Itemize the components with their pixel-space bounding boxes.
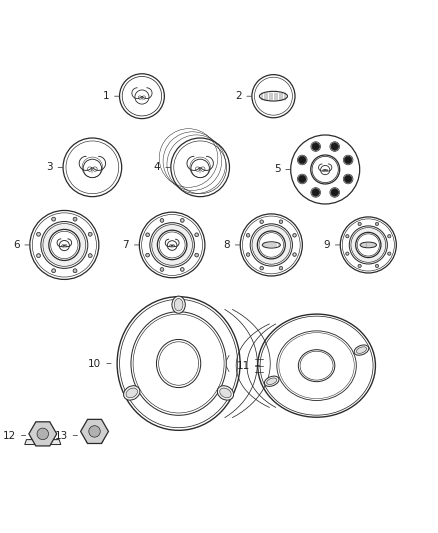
Text: 2: 2 (235, 91, 241, 101)
Text: 7: 7 (122, 240, 129, 250)
Circle shape (37, 232, 40, 236)
Circle shape (293, 233, 296, 237)
Circle shape (346, 252, 349, 255)
Ellipse shape (174, 298, 183, 311)
Circle shape (37, 254, 40, 257)
Circle shape (331, 189, 339, 196)
Circle shape (250, 224, 293, 266)
Circle shape (356, 232, 381, 257)
Text: 11: 11 (237, 361, 250, 370)
Circle shape (180, 219, 184, 222)
Circle shape (195, 253, 198, 257)
Circle shape (52, 217, 56, 221)
Circle shape (312, 189, 319, 196)
Ellipse shape (172, 296, 185, 313)
Circle shape (375, 222, 378, 225)
Circle shape (388, 252, 391, 255)
Circle shape (312, 143, 319, 150)
Polygon shape (25, 440, 61, 445)
Circle shape (246, 233, 250, 237)
Circle shape (88, 254, 92, 257)
Circle shape (41, 222, 88, 269)
Circle shape (180, 268, 184, 271)
Circle shape (160, 219, 164, 222)
Circle shape (349, 226, 387, 264)
Text: 3: 3 (46, 163, 53, 172)
Circle shape (37, 428, 49, 440)
Circle shape (311, 155, 340, 184)
Ellipse shape (357, 347, 367, 353)
Circle shape (52, 269, 56, 273)
Circle shape (195, 233, 198, 237)
Text: 9: 9 (323, 240, 330, 250)
Ellipse shape (267, 378, 277, 384)
Circle shape (260, 266, 263, 270)
Ellipse shape (354, 345, 369, 356)
Circle shape (160, 268, 164, 271)
Circle shape (146, 233, 149, 237)
Circle shape (331, 143, 339, 150)
Circle shape (375, 264, 378, 268)
Circle shape (73, 269, 77, 273)
Circle shape (388, 235, 391, 238)
Circle shape (73, 217, 77, 221)
Circle shape (150, 223, 194, 267)
Circle shape (279, 220, 283, 223)
Text: 10: 10 (88, 359, 102, 368)
Polygon shape (82, 433, 107, 443)
Text: 13: 13 (55, 431, 68, 440)
Circle shape (344, 156, 352, 164)
Circle shape (298, 156, 306, 164)
Ellipse shape (217, 386, 233, 400)
Ellipse shape (265, 376, 279, 386)
Text: 8: 8 (223, 240, 230, 250)
Circle shape (298, 175, 306, 183)
Circle shape (258, 231, 285, 259)
Circle shape (146, 253, 149, 257)
Circle shape (358, 222, 361, 225)
Ellipse shape (220, 388, 231, 398)
Circle shape (49, 229, 80, 261)
Text: 1: 1 (102, 91, 109, 101)
Circle shape (89, 426, 100, 437)
Circle shape (346, 235, 349, 238)
Circle shape (246, 253, 250, 256)
Text: 6: 6 (13, 240, 20, 250)
Circle shape (260, 220, 263, 223)
Ellipse shape (126, 388, 138, 398)
Text: 5: 5 (274, 165, 280, 174)
Circle shape (157, 230, 187, 260)
Circle shape (279, 266, 283, 270)
Text: 12: 12 (3, 431, 16, 440)
Text: 4: 4 (154, 163, 160, 172)
Circle shape (344, 175, 352, 183)
Circle shape (358, 264, 361, 268)
Ellipse shape (124, 386, 140, 400)
Circle shape (88, 232, 92, 236)
Circle shape (293, 253, 296, 256)
